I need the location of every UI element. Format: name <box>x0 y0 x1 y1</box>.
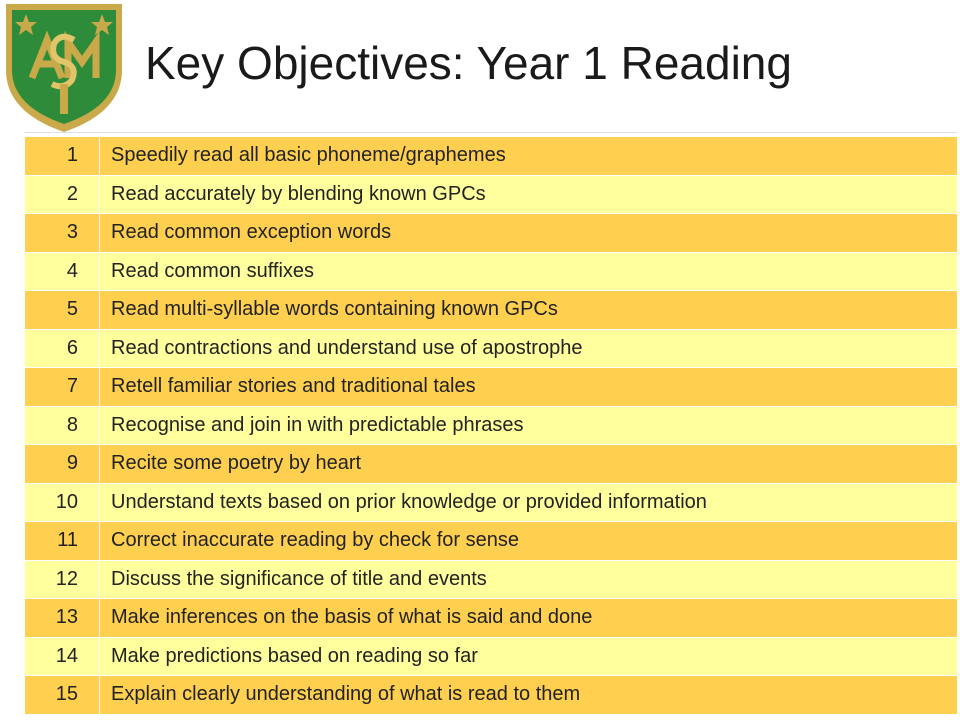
objectives-table: 1 Speedily read all basic phoneme/graphem… <box>25 137 957 715</box>
row-number: 8 <box>25 406 100 444</box>
objective-text: Read multi-syllable words containing kno… <box>111 298 558 321</box>
row-number: 10 <box>25 483 100 521</box>
table-row: 3 Read common exception words <box>25 214 957 253</box>
table-row: 7 Retell familiar stories and traditional… <box>25 368 957 407</box>
objective-text: Retell familiar stories and traditional … <box>111 375 476 398</box>
table-row: 4 Read common suffixes <box>25 252 957 291</box>
row-number: 2 <box>25 175 100 213</box>
objective-text: Read common exception words <box>111 221 392 244</box>
row-number: 6 <box>25 329 100 367</box>
row-number: 13 <box>25 599 100 637</box>
objective-text: Make predictions based on reading so far <box>111 644 478 667</box>
table-row: 15 Explain clearly understanding of what … <box>25 676 957 715</box>
table-row: 1 Speedily read all basic phoneme/graphem… <box>25 137 957 176</box>
table-row: 12 Discuss the significance of title and … <box>25 560 957 599</box>
row-number: 9 <box>25 445 100 483</box>
row-number: 4 <box>25 252 100 290</box>
row-number: 14 <box>25 637 100 675</box>
row-number: 5 <box>25 291 100 329</box>
table-row: 10 Understand texts based on prior knowle… <box>25 483 957 522</box>
table-row: 13 Make inferences on the basis of what i… <box>25 599 957 638</box>
school-logo <box>6 4 122 132</box>
objective-text: Read contractions and understand use of … <box>111 336 583 359</box>
row-number: 15 <box>25 676 100 714</box>
row-number: 7 <box>25 368 100 406</box>
objective-text: Speedily read all basic phoneme/grapheme… <box>111 144 506 167</box>
table-row: 14 Make predictions based on reading so f… <box>25 637 957 676</box>
table-row: 11 Correct inaccurate reading by check fo… <box>25 522 957 561</box>
objective-text: Understand texts based on prior knowledg… <box>111 490 707 513</box>
objective-text: Read accurately by blending known GPCs <box>111 182 486 205</box>
objective-text: Explain clearly understanding of what is… <box>111 683 581 706</box>
table-row: 9 Recite some poetry by heart <box>25 445 957 484</box>
table-row: 5 Read multi-syllable words containing kn… <box>25 291 957 330</box>
table-row: 8 Recognise and join in with predictable … <box>25 406 957 445</box>
table-row: 6 Read contractions and understand use of… <box>25 329 957 368</box>
objective-text: Make inferences on the basis of what is … <box>111 606 593 629</box>
table-row: 2 Read accurately by blending known GPCs <box>25 175 957 214</box>
slide-title: Key Objectives: Year 1 Reading <box>145 37 792 89</box>
row-number: 3 <box>25 214 100 252</box>
row-number: 11 <box>25 522 100 560</box>
objective-text: Recognise and join in with predictable p… <box>111 413 524 436</box>
objective-text: Recite some poetry by heart <box>111 452 362 475</box>
objective-text: Discuss the significance of title and ev… <box>111 567 487 590</box>
divider <box>25 132 957 133</box>
row-number: 12 <box>25 560 100 598</box>
objective-text: Read common suffixes <box>111 259 315 282</box>
row-number: 1 <box>25 137 100 175</box>
objective-text: Correct inaccurate reading by check for … <box>111 529 519 552</box>
